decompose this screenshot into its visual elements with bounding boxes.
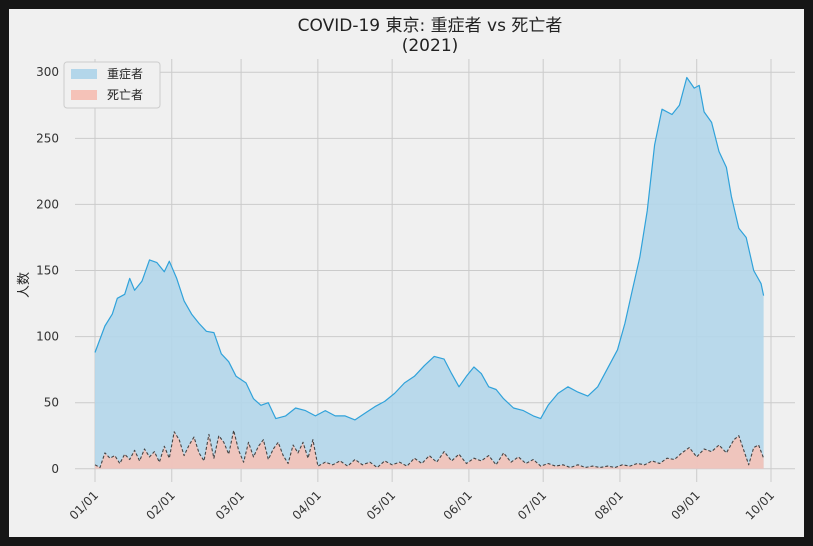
plot-series [94, 76, 765, 469]
chart-title: COVID-19 東京: 重症者 vs 死亡者 [298, 16, 563, 36]
y-tick-label: 200 [36, 197, 59, 211]
deaths-area [95, 430, 764, 469]
y-tick-label: 300 [36, 65, 59, 79]
y-tick-label: 150 [36, 264, 59, 278]
y-tick-label: 0 [51, 462, 59, 476]
x-tick-label: 06/01 [441, 488, 475, 522]
y-tick-label: 100 [36, 330, 59, 344]
legend-label-severe: 重症者 [107, 66, 143, 81]
y-tick-labels: 0 50 100 150 200 250 300 [36, 65, 59, 476]
x-tick-label: 02/01 [144, 488, 178, 522]
severe-area [95, 77, 764, 469]
y-tick-label: 50 [44, 396, 59, 410]
legend-label-deaths: 死亡者 [107, 88, 143, 102]
chart-frame: COVID-19 東京: 重症者 vs 死亡者 (2021) 人数 0 50 100… [9, 9, 804, 537]
x-tick-label: 10/01 [743, 488, 777, 522]
x-tick-label: 04/01 [290, 488, 324, 522]
y-axis-label: 人数 [17, 272, 32, 298]
x-tick-labels: 01/01 02/01 03/01 04/01 05/01 06/01 07/01 08/01… [67, 488, 777, 522]
x-tick-label: 09/01 [668, 488, 702, 522]
x-tick-label: 03/01 [213, 488, 247, 522]
chart-svg: COVID-19 東京: 重症者 vs 死亡者 (2021) 人数 0 50 100… [17, 16, 795, 523]
legend-swatch-deaths [71, 90, 97, 100]
x-tick-label: 01/01 [67, 488, 101, 522]
chart-subtitle: (2021) [402, 36, 459, 56]
severe-line [94, 76, 765, 421]
x-tick-label: 07/01 [515, 488, 549, 522]
legend-swatch-severe [71, 69, 97, 79]
deaths-line [94, 429, 765, 469]
x-tick-label: 05/01 [364, 488, 398, 522]
legend: 重症者 死亡者 [63, 61, 161, 109]
x-tick-label: 08/01 [592, 488, 626, 522]
y-tick-label: 250 [36, 131, 59, 145]
